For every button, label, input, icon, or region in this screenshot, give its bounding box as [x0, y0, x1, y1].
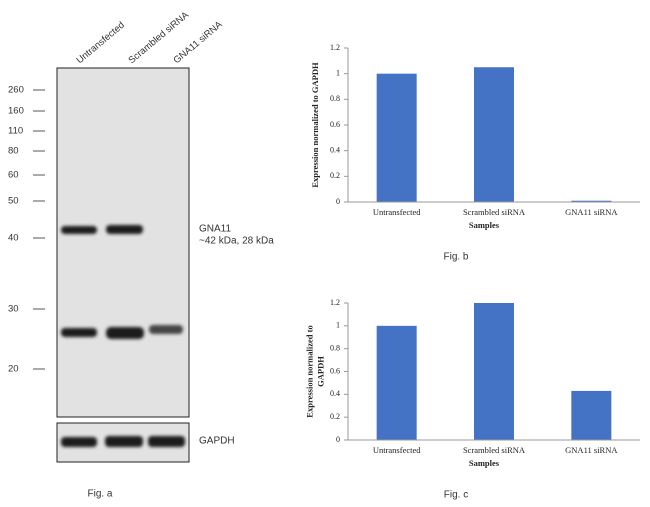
y-tick-label: 1.2 [330, 298, 340, 307]
y-tick-label: 0.6 [330, 120, 340, 129]
y-axis-label: GAPDH [315, 356, 325, 387]
x-axis-label: Samples [469, 220, 500, 230]
y-tick-label: 1.2 [330, 43, 340, 52]
y-tick-label: 1 [336, 68, 340, 77]
band [105, 436, 143, 447]
marker-label: 20 [8, 364, 19, 375]
marker-label: 30 [8, 304, 19, 315]
marker-label: 40 [8, 233, 19, 244]
caption: Fig. b [443, 252, 468, 263]
lane-label: Untransfected [74, 20, 126, 66]
marker-label: 260 [8, 85, 24, 96]
x-axis-label: Samples [469, 458, 500, 468]
band [106, 225, 143, 234]
x-tick-label: GNA11 siRNA [565, 207, 618, 217]
marker-label: 160 [8, 106, 24, 117]
band [106, 327, 144, 339]
x-tick-label: Scrambled siRNA [463, 207, 526, 217]
marker-label: 110 [8, 126, 23, 137]
y-tick-label: 0.8 [330, 343, 340, 352]
x-tick-label: Untransfected [373, 445, 421, 455]
y-tick-label: 0.2 [330, 412, 340, 421]
y-tick-label: 0.2 [330, 171, 340, 180]
bar [571, 390, 612, 440]
bar [571, 200, 612, 202]
y-tick-label: 1 [336, 321, 340, 330]
y-tick-label: 0.4 [330, 389, 340, 398]
bar [376, 73, 417, 203]
band [61, 437, 97, 447]
band [148, 436, 185, 447]
y-tick-label: 0.4 [330, 145, 340, 154]
western-blot: GNA11 ~42 kDa, 28 kDa GAPDH Fig. a [56, 67, 274, 500]
caption: Fig. c [444, 490, 468, 501]
bar [474, 303, 514, 440]
x-tick-label: GNA11 siRNA [565, 445, 618, 455]
y-axis-label: Expression normalized to GAPDH [310, 62, 320, 188]
band [61, 226, 97, 234]
x-tick-label: Scrambled siRNA [463, 445, 526, 455]
band-size: ~42 kDa, 28 kDa [199, 236, 274, 247]
bands [61, 225, 185, 447]
y-axis-label: Expression normalized to [304, 325, 314, 417]
y-tick-label: 0 [336, 197, 340, 206]
band [61, 328, 97, 337]
marker-label: 50 [8, 196, 19, 207]
y-tick-label: 0 [336, 435, 340, 444]
y-tick-label: 0.8 [330, 94, 340, 103]
y-tick-label: 0.6 [330, 366, 340, 375]
marker-label: 60 [8, 170, 19, 181]
x-tick-label: Untransfected [373, 207, 421, 217]
bar [376, 325, 417, 440]
blot-membrane [56, 67, 190, 418]
control-label: GAPDH [199, 436, 235, 447]
bar [474, 67, 514, 202]
marker-label: 80 [8, 146, 19, 157]
band-label: GNA11 [199, 224, 231, 235]
band [149, 325, 183, 334]
caption: Fig. a [87, 489, 112, 500]
